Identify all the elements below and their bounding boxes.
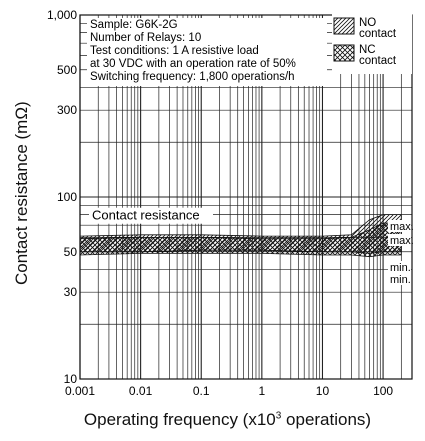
- y-tick-label: 1,000: [47, 8, 77, 22]
- x-axis-label-prefix: Operating frequency (x10: [83, 410, 276, 429]
- x-tick-label: 100: [373, 384, 393, 398]
- y-tick-label: 10: [64, 372, 78, 386]
- legend-label: contact: [359, 28, 397, 40]
- x-tick-label: 1: [259, 384, 266, 398]
- annotation-background: [89, 207, 213, 224]
- note-line: Test conditions: 1 A resistive load: [90, 45, 259, 57]
- notes-background: [87, 18, 327, 86]
- data-bands: [79, 214, 402, 258]
- legend-swatch-no: [333, 17, 355, 35]
- series-label-max-no: max.: [390, 221, 414, 233]
- plot-frame: [79, 14, 413, 380]
- y-tick-label: 50: [64, 245, 78, 259]
- axes: 0.001 0.01 0.1 1 10 100 10 30 50 100 300 500 1,000: [47, 8, 413, 398]
- note-line: Sample: G6K-2G: [90, 19, 178, 31]
- y-tick-label: 500: [57, 63, 77, 77]
- legend-label: NC: [359, 44, 376, 56]
- note-line: Switching frequency: 1,800 operations/h: [90, 71, 295, 83]
- legend-label: contact: [359, 55, 397, 67]
- series-label-background: [388, 220, 411, 232]
- series-label-background: [388, 234, 411, 246]
- legend-swatch-nc: [333, 44, 355, 62]
- y-tick-label: 30: [64, 285, 78, 299]
- y-axis-label: Contact resistance (mΩ): [12, 101, 31, 285]
- legend-label: NO: [359, 17, 376, 29]
- y-tick-label: 300: [57, 103, 77, 117]
- series-label-min-no: min.: [390, 262, 411, 274]
- series-label-min-nc: min.: [390, 274, 411, 286]
- note-line: Number of Relays: 10: [90, 32, 201, 44]
- series-label-background: [388, 261, 411, 273]
- nc-contact-band: [79, 222, 402, 258]
- x-tick-label: 0.01: [129, 384, 153, 398]
- x-axis-label-exponent: 3: [275, 410, 282, 422]
- x-tick-label: 0.1: [193, 384, 210, 398]
- contact-resistance-annotation: Contact resistance: [92, 208, 200, 223]
- x-axis-label: Operating frequency (x103 operations): [30, 410, 425, 430]
- series-labels: max. max. min.min.: [388, 220, 414, 286]
- y-tick-label: 100: [57, 190, 77, 204]
- series-label-background: [388, 273, 411, 285]
- series-label-max-nc: max.: [390, 235, 414, 247]
- x-tick-label: 10: [316, 384, 330, 398]
- x-axis-label-suffix: operations): [281, 410, 372, 429]
- x-tick-label: 0.001: [65, 384, 95, 398]
- note-line: at 30 VDC with an operation rate of 50%: [90, 58, 296, 70]
